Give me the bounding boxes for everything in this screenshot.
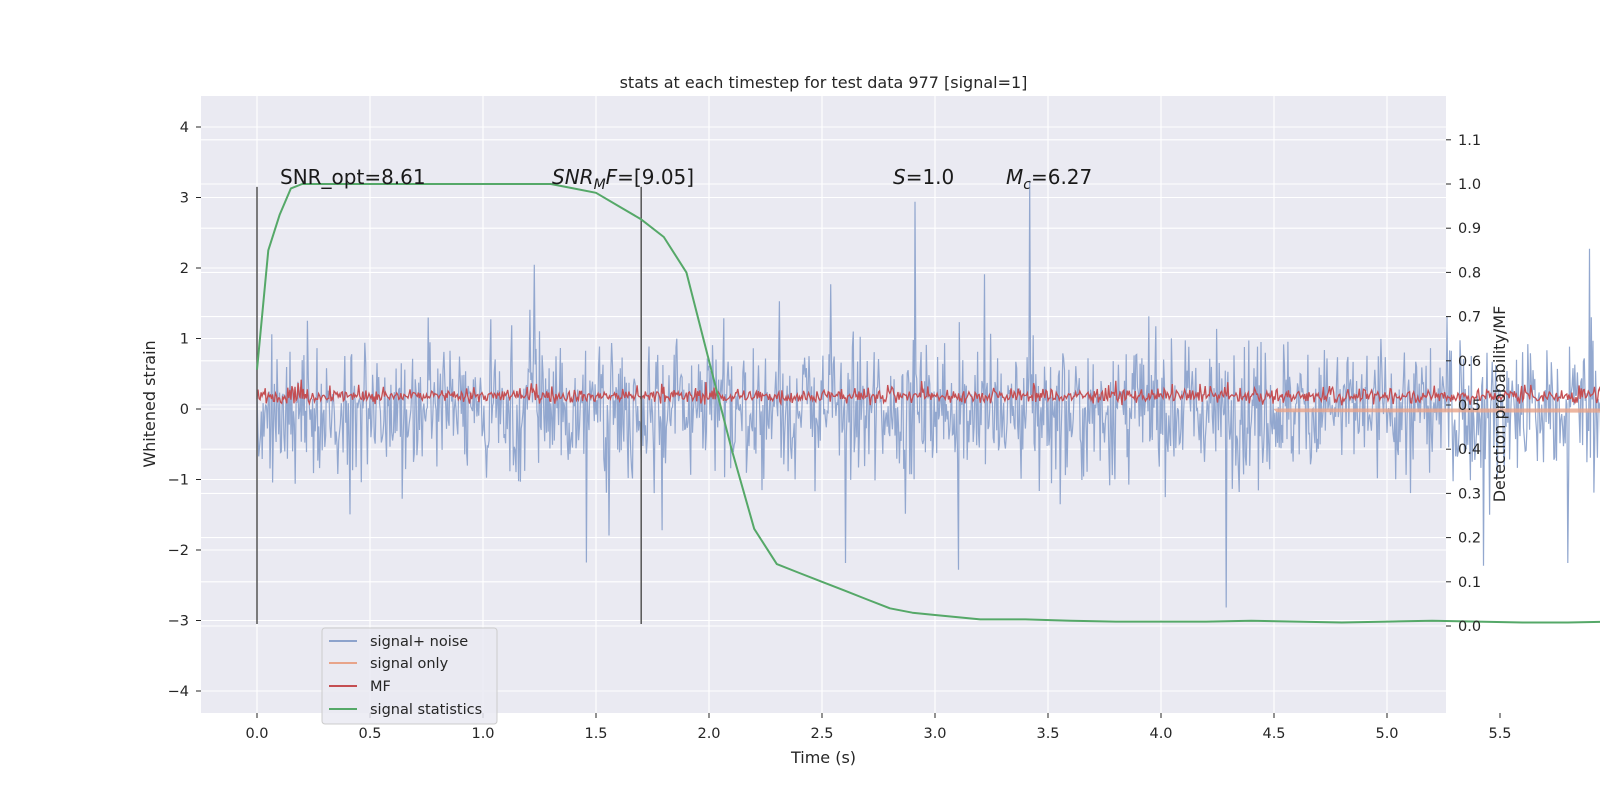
signal-only-envelope [1274, 408, 1600, 413]
signal-noise-series [256, 180, 1600, 608]
x-tick-label: 0.0 [245, 726, 268, 742]
s-value: =1.0 [906, 165, 955, 189]
x-tick-label: 3.0 [923, 726, 946, 742]
legend-label-mf: MF [370, 679, 391, 695]
right-y-axis-ticks: 1.1 1.0 0.9 0.8 0.7 0.6 0.5 0.4 0.3 0.2 0.1 0.0 [1446, 133, 1481, 635]
legend-label-signal-noise: signal+ noise [370, 634, 468, 650]
mf-series [256, 379, 1600, 406]
x-tick-label: 4.5 [1262, 726, 1285, 742]
legend-label-signal-only: signal only [370, 656, 449, 672]
right-y-tick-label: 1.0 [1458, 177, 1481, 193]
annotation-s: S=1.0 [893, 165, 954, 189]
y-tick-label: 3 [180, 191, 189, 207]
right-y-tick-label: 0.3 [1458, 486, 1481, 502]
y-tick-label: 1 [180, 332, 189, 348]
snr-mf-subscript: M [594, 177, 606, 193]
signal-only-series [1274, 408, 1600, 413]
x-tick-label: 1.0 [471, 726, 494, 742]
signal-statistics-line [256, 183, 1600, 624]
snr-mf-symbol-rest: F [606, 165, 618, 189]
y-tick-label: 0 [180, 402, 189, 418]
x-tick-label: 4.0 [1149, 726, 1172, 742]
legend: signal+ noise signal only MF signal stat… [321, 627, 498, 725]
x-tick-label: 3.5 [1036, 726, 1059, 742]
snr-mf-symbol: SNR [552, 165, 594, 189]
x-tick-label: 2.0 [697, 726, 720, 742]
right-y-tick-label: 0.6 [1458, 354, 1481, 370]
legend-box [321, 627, 498, 725]
right-y-tick-label: 0.2 [1458, 531, 1481, 547]
y-tick-label: −2 [168, 543, 189, 559]
right-y-tick-label: 0.9 [1458, 221, 1481, 237]
right-y-tick-label: 0.7 [1458, 310, 1481, 326]
right-y-tick-label: 0.8 [1458, 265, 1481, 281]
signal-statistics-series [256, 183, 1600, 624]
right-y-tick-label: 0.1 [1458, 575, 1481, 591]
x-axis-ticks: 0.00.51.01.52.02.53.03.54.04.55.05.56.06… [245, 713, 1512, 742]
right-y-tick-label: 0.0 [1458, 619, 1481, 635]
mc-symbol: M [1006, 165, 1023, 189]
right-y-axis-label: Detection probability/MF [1490, 306, 1509, 503]
y-axis-label: Whitened strain [140, 340, 159, 467]
x-tick-label: 5.5 [1488, 726, 1511, 742]
annotation-snr-opt: SNR_opt=8.61 [280, 165, 426, 189]
mf-line [256, 379, 1600, 406]
y-tick-label: 4 [180, 120, 189, 136]
snr-mf-value: =[9.05] [617, 165, 694, 189]
y-tick-label: −1 [168, 473, 189, 489]
annotation-snr-mf: SNRMF=[9.05] [552, 165, 694, 193]
y-tick-label: 2 [180, 261, 189, 277]
x-tick-label: 0.5 [358, 726, 381, 742]
right-y-tick-label: 1.1 [1458, 133, 1481, 149]
y-axis-ticks: 4 3 2 1 0 −1 −2 −3 −4 [168, 120, 201, 700]
right-y-tick-label: 0.4 [1458, 442, 1481, 458]
right-y-tick-label: 0.5 [1458, 398, 1481, 414]
chart-title: stats at each timestep for test data 977… [620, 73, 1028, 92]
annotations: SNR_opt=8.61 SNRMF=[9.05] S=1.0 Mc=6.27 [280, 165, 1092, 193]
signal-noise-line [256, 180, 1600, 608]
y-tick-label: −4 [168, 684, 189, 700]
detection-markers [256, 186, 642, 625]
annotation-mc: Mc=6.27 [1006, 165, 1092, 193]
x-tick-label: 5.0 [1375, 726, 1398, 742]
legend-label-signal-statistics: signal statistics [370, 702, 482, 718]
x-tick-label: 2.5 [810, 726, 833, 742]
y-tick-label: −3 [168, 614, 189, 630]
x-axis-label: Time (s) [790, 748, 856, 767]
mc-value: =6.27 [1031, 165, 1092, 189]
mc-subscript: c [1023, 177, 1031, 193]
x-tick-label: 1.5 [584, 726, 607, 742]
s-symbol: S [893, 165, 906, 189]
